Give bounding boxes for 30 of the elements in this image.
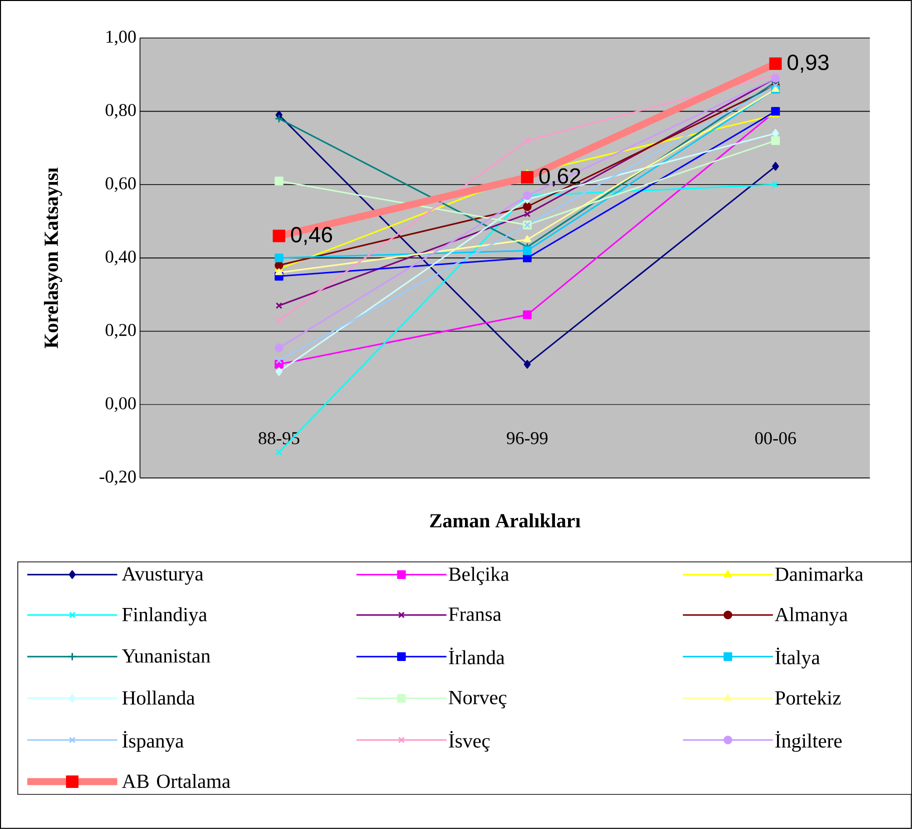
y-axis-title: Korelasyon Katsayısı [44,168,62,348]
legend-label: İtalya [775,648,820,669]
data-label: 0,62 [539,168,580,186]
x-tick-label: 00-06 [755,432,796,444]
y-tick-label: -0,20 [100,470,136,486]
legend-label: Fransa [448,608,502,622]
y-tick-label: 0,00 [106,397,136,412]
y-tick-label: 0,80 [106,104,136,119]
data-label: 0,46 [291,226,332,246]
y-tick-label: 0,40 [106,250,136,266]
legend-label: Almanya [774,607,848,626]
y-tick-label: 1,00 [106,30,136,46]
y-tick-label: 0,20 [106,324,136,339]
legend-label: Yunanistan [122,649,210,663]
legend-label: İrlanda [448,648,505,664]
legend-label: Portekiz [775,690,841,705]
data-label: 0,93 [788,54,829,73]
legend-label: Danimarka [775,566,864,582]
legend-label: Finlandiya [122,607,208,626]
x-axis-title: Zaman Aralıkları [430,514,580,528]
legend-label: Hollanda [122,690,195,705]
legend-label: Norveç [448,691,506,708]
legend-label: İngiltere [775,731,842,752]
x-tick-label: 96-99 [506,432,548,444]
legend-label: Belçika [448,566,509,586]
legend-label: Avusturya [122,567,204,585]
legend-label: İsveç [448,731,490,752]
y-tick-label: 0,60 [106,177,136,192]
legend-label: İspanya [122,731,184,752]
legend-label: AB Ortalama [122,774,230,788]
